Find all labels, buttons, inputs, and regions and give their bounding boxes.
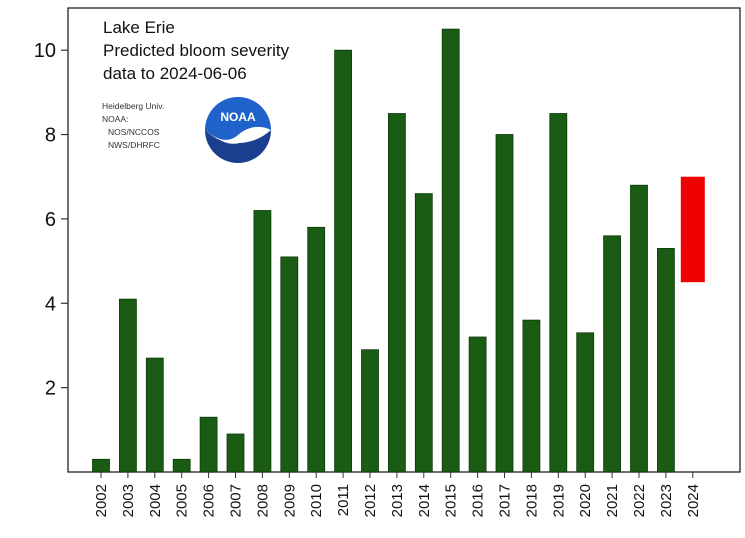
y-tick-label-2: 2 [45, 378, 56, 400]
institution-noaa: NOAA: [102, 114, 129, 124]
y-axis-ticks: 2 4 6 8 10 [34, 40, 68, 400]
bar-2019 [549, 113, 568, 473]
bar-2023 [657, 247, 675, 473]
bar-2022 [630, 184, 648, 473]
chart-title-line-1: Lake Erie [103, 18, 175, 37]
y-tick-label-8: 8 [45, 125, 56, 147]
x-tick-label-2008: 2008 [254, 484, 271, 517]
bar-2016 [468, 336, 487, 473]
bar-2013 [387, 113, 406, 473]
x-tick-label-2023: 2023 [658, 484, 675, 517]
y-tick-label-4: 4 [45, 293, 56, 315]
x-tick-label-2009: 2009 [281, 484, 298, 517]
chart-bars [92, 28, 705, 473]
bar-2002 [92, 458, 110, 473]
x-tick-label-2004: 2004 [147, 484, 164, 517]
x-tick-label-2002: 2002 [93, 484, 110, 517]
bar-2006 [199, 416, 218, 473]
y-tick-label-6: 6 [45, 209, 56, 231]
y-tick-label-10: 10 [34, 40, 56, 62]
x-axis-ticks: 2002 2003 2004 2005 2006 2007 2008 2009 2010 2011… [93, 472, 702, 517]
bar-2015 [441, 28, 460, 473]
bar-2009 [280, 256, 299, 473]
forecast-range-2024 [680, 176, 705, 283]
noaa-logo-icon: NOAA [200, 92, 276, 168]
x-tick-label-2024: 2024 [685, 484, 702, 517]
chart-title-line-2: Predicted bloom severity [103, 41, 290, 60]
bar-2021 [603, 235, 621, 473]
x-tick-label-2011: 2011 [335, 484, 352, 516]
x-tick-label-2016: 2016 [470, 484, 487, 517]
institution-nccos: NOS/NCCOS [108, 127, 160, 137]
x-tick-label-2003: 2003 [120, 484, 137, 517]
institution-dhrfc: NWS/DHRFC [108, 140, 160, 150]
x-tick-label-2010: 2010 [308, 484, 325, 517]
bar-2017 [495, 134, 514, 473]
x-tick-label-2017: 2017 [497, 484, 514, 517]
bar-2003 [119, 298, 137, 473]
bar-2018 [522, 319, 541, 473]
x-tick-label-2020: 2020 [577, 484, 594, 517]
x-tick-label-2018: 2018 [523, 484, 540, 517]
chart-title-line-3: data to 2024-06-06 [103, 64, 247, 83]
bar-2014 [414, 193, 433, 473]
noaa-logo-text: NOAA [220, 110, 256, 124]
bar-2011 [334, 49, 353, 473]
bar-2008 [253, 210, 272, 473]
institution-heidelberg: Heidelberg Univ. [102, 101, 165, 111]
x-tick-label-2021: 2021 [604, 484, 621, 517]
bar-2004 [145, 357, 164, 473]
x-tick-label-2006: 2006 [201, 484, 218, 517]
x-tick-label-2007: 2007 [228, 484, 245, 517]
bar-2005 [172, 458, 191, 473]
x-tick-label-2012: 2012 [362, 484, 379, 517]
x-tick-label-2015: 2015 [443, 484, 460, 517]
bar-2012 [361, 349, 379, 473]
x-tick-label-2022: 2022 [631, 484, 648, 517]
x-tick-label-2014: 2014 [416, 484, 433, 517]
bar-2010 [307, 226, 326, 473]
bar-2007 [226, 433, 245, 473]
x-tick-label-2019: 2019 [550, 484, 567, 517]
x-tick-label-2005: 2005 [174, 484, 191, 517]
bar-2020 [576, 332, 595, 473]
x-tick-label-2013: 2013 [389, 484, 406, 517]
